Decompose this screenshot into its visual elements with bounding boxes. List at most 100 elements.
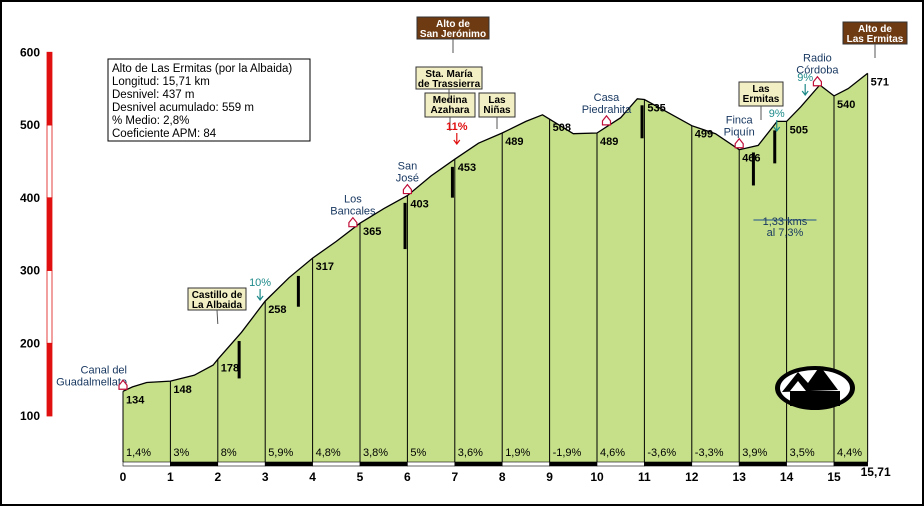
altitude-bar-segment [46, 197, 53, 271]
bt-logo [775, 366, 855, 410]
place-label: San [398, 161, 418, 173]
km-gradient-label: 3,6% [458, 447, 483, 459]
km-altitude-label: 453 [458, 162, 476, 174]
place-label: José [396, 173, 419, 185]
grade-note: 11% [446, 121, 468, 133]
km-ruler-segment [644, 461, 693, 467]
grade-arrow [801, 84, 809, 96]
x-tick-label: 4 [309, 470, 316, 484]
place-box-label: Las [752, 84, 770, 95]
place-label: Piquín [724, 127, 755, 139]
km-altitude-label: 499 [695, 129, 713, 141]
km-altitude-label: 258 [268, 304, 286, 316]
km-gradient-label: 5% [410, 447, 426, 459]
place-box-label: Azahara [431, 105, 470, 116]
place-label: Canal del [81, 364, 127, 376]
x-tick-label: 12 [685, 470, 699, 484]
km-altitude-label: 403 [410, 199, 428, 211]
km-gradient-label: 4,8% [316, 447, 341, 459]
info-line: Desnivel: 437 m [112, 89, 194, 101]
info-line: % Medio: 2,8% [112, 115, 189, 127]
km-altitude-label: 535 [647, 103, 665, 115]
km-ruler-segment [359, 461, 408, 467]
profile-area [123, 73, 868, 463]
chart-title: Alto de Las Ermitas (por la Albaida) [112, 63, 292, 75]
km-altitude-label: 508 [553, 122, 571, 134]
x-tick-label: 6 [404, 470, 411, 484]
x-tick-label: 5 [357, 470, 364, 484]
km-gradient-label: 3,5% [790, 447, 815, 459]
place-label: Bancales [330, 206, 376, 218]
place-box-label: Las Ermitas [847, 34, 904, 45]
km-altitude-label: 148 [173, 384, 191, 396]
x-tick-label: 3 [262, 470, 269, 484]
km-gradient-label: 3,9% [742, 447, 767, 459]
km-ruler-segment [786, 461, 835, 467]
grade-note: 9% [797, 72, 813, 84]
place-label: Guadalmellato [56, 376, 127, 388]
segment-note: 1,33 kms [763, 216, 808, 228]
place-box-label: de Trassierra [418, 79, 481, 90]
profile-line [122, 72, 869, 392]
x-tick-label: 8 [499, 470, 506, 484]
info-line: Longitud: 15,71 km [112, 76, 210, 88]
y-tick-label: 300 [20, 264, 40, 278]
km-ruler-segment [122, 461, 171, 467]
km-ruler-segment [833, 461, 868, 467]
place-label: Casa [594, 92, 621, 104]
km-ruler-segment [264, 461, 313, 467]
km-altitude-label: 505 [790, 124, 808, 136]
place-label: Radio [803, 53, 832, 65]
km-ruler-segment [312, 461, 361, 467]
house-icon [601, 114, 612, 126]
house-icon [734, 137, 744, 149]
x-tick-label: 0 [120, 470, 127, 484]
place-pointer [216, 309, 219, 325]
place-box-label: Alto de [858, 24, 892, 35]
km-altitude-label: 540 [837, 99, 855, 111]
x-tick-label: 10 [590, 470, 604, 484]
place-box [424, 92, 476, 118]
place-box-label: San Jerónimo [420, 29, 486, 40]
grade-arrow [256, 289, 264, 301]
altitude-bar-segment [46, 51, 53, 126]
place-label: Los [344, 194, 362, 206]
y-tick-label: 200 [20, 336, 40, 350]
km-gradient-label: 3% [173, 447, 189, 459]
km-gradient-label: 1,4% [126, 447, 151, 459]
km-altitude-label: 365 [363, 226, 381, 238]
x-tick-label: 9 [546, 470, 553, 484]
km-gradient-label: 4,6% [600, 447, 625, 459]
place-box-label: La Albaida [192, 300, 243, 311]
place-box-label: Las [488, 95, 506, 106]
altitude-bar-segment [46, 124, 53, 199]
km-gradient-label: 8% [221, 447, 237, 459]
y-tick-label: 400 [20, 191, 40, 205]
km-altitude-label: 489 [600, 136, 618, 148]
km-gradient-label: -1,9% [553, 447, 582, 459]
place-box-label: Medina [433, 95, 468, 106]
km-ruler-segment [501, 461, 550, 467]
y-tick-label: 100 [20, 409, 40, 423]
altitude-bar-segment [46, 342, 53, 417]
place-box-label: Ermitas [743, 94, 780, 105]
altitude-bar-segment [46, 270, 53, 344]
km-altitude-label: 466 [742, 153, 760, 165]
km-gradient-label: 1,9% [505, 447, 530, 459]
house-icon [348, 216, 358, 228]
grade-arrow [453, 133, 461, 145]
x-end-label: 15,71 [861, 465, 891, 479]
x-tick-label: 14 [780, 470, 794, 484]
km-ruler-segment [738, 461, 787, 467]
x-tick-label: 15 [827, 470, 841, 484]
km-gradient-label: 3,8% [363, 447, 388, 459]
km-altitude-label: 178 [221, 362, 239, 374]
km-ruler-segment [691, 461, 740, 467]
km-ruler-segment [217, 461, 266, 467]
km-ruler-segment [596, 461, 645, 467]
place-box-label: Castillo de [192, 290, 243, 301]
x-tick-label: 7 [451, 470, 458, 484]
km-gradient-label: 4,4% [837, 447, 862, 459]
